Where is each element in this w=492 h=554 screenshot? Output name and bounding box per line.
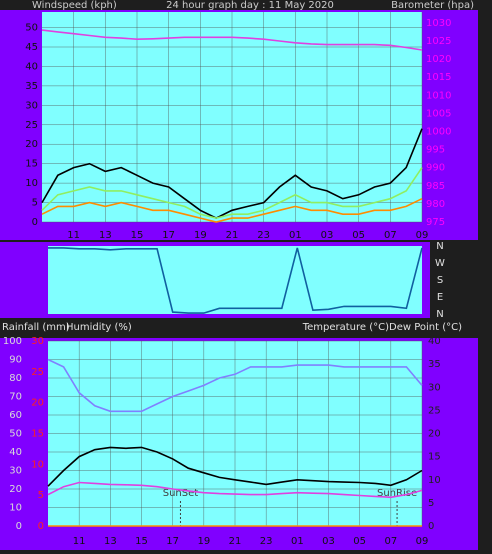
plot-area — [48, 246, 422, 314]
x-tick-label: 15 — [135, 536, 148, 547]
y2-tick-label: 990 — [426, 163, 445, 174]
x-tick-label: 23 — [260, 536, 273, 547]
y2-tick-label: 20 — [428, 429, 441, 440]
temperature-label: Temperature (°C)Dew Point (°C) — [302, 322, 462, 333]
y2-tick-label: 1010 — [426, 90, 451, 101]
y-tick-label: 20 — [25, 139, 38, 150]
y-tick-label: 30 — [25, 100, 38, 111]
y-tick-label: 10 — [9, 503, 22, 514]
x-tick-label: 01 — [291, 536, 304, 547]
x-tick-label: 07 — [384, 230, 397, 241]
x-tick-label: 17 — [162, 230, 175, 241]
x-tick-label: 05 — [352, 230, 365, 241]
x-tick-label: 19 — [194, 230, 207, 241]
y2-tick-label: 1005 — [426, 108, 451, 119]
y-tick-label: 80 — [9, 373, 22, 384]
y-tick-label: 35 — [25, 81, 38, 92]
x-tick-label: 05 — [353, 536, 366, 547]
x-tick-label: 03 — [321, 230, 334, 241]
y-tick-label: 25 — [25, 120, 38, 131]
y-tick-label: 5 — [32, 198, 38, 209]
y2-tick-label: 1030 — [426, 18, 451, 29]
y3-tick-label: 20 — [31, 398, 44, 409]
y3-tick-label: 15 — [31, 429, 44, 440]
y3-tick-label: 5 — [38, 490, 44, 501]
y-tick-label: 20 — [9, 484, 22, 495]
y-tick-label: 40 — [25, 61, 38, 72]
y-tick-label: N — [436, 241, 443, 252]
y2-tick-label: 40 — [428, 336, 441, 347]
y2-tick-label: 1025 — [426, 36, 451, 47]
y2-tick-label: 975 — [426, 217, 445, 228]
y-tick-label: 15 — [25, 159, 38, 170]
chart-title: 24 hour graph day : 11 May 2020 — [166, 0, 334, 11]
x-tick-label: 11 — [67, 230, 80, 241]
series-line — [48, 247, 423, 314]
series-line — [41, 128, 423, 219]
series-line — [47, 358, 423, 413]
y-tick-label: S — [437, 275, 443, 286]
x-tick-label: 09 — [416, 536, 429, 547]
y-tick-label: 10 — [25, 178, 38, 189]
y2-tick-label: 15 — [428, 452, 441, 463]
y2-tick-label: 1015 — [426, 72, 451, 83]
x-tick-label: 21 — [226, 230, 239, 241]
y2-tick-label: 35 — [428, 359, 441, 370]
annotation: SunSet — [163, 488, 199, 499]
y-tick-label: 70 — [9, 392, 22, 403]
y2-tick-label: 995 — [426, 145, 445, 156]
series-line — [47, 446, 423, 487]
y2-tick-label: 0 — [428, 521, 434, 532]
y-tick-label: N — [436, 309, 443, 320]
wind-label: Windspeed (kph) — [32, 0, 117, 11]
y2-tick-label: 985 — [426, 181, 445, 192]
y-tick-label: 60 — [9, 410, 22, 421]
y-tick-label: 30 — [9, 466, 22, 477]
x-tick-label: 13 — [99, 230, 112, 241]
y-tick-label: 50 — [25, 23, 38, 34]
x-tick-label: 19 — [197, 536, 210, 547]
y2-tick-label: 5 — [428, 498, 434, 509]
y2-tick-label: 25 — [428, 405, 441, 416]
y3-tick-label: 10 — [31, 459, 44, 470]
y-tick-label: 40 — [9, 447, 22, 458]
y-tick-label: 100 — [3, 336, 22, 347]
x-tick-label: 17 — [166, 536, 179, 547]
series-line — [41, 167, 423, 219]
annotation: SunRise — [377, 488, 417, 499]
y2-tick-label: 30 — [428, 382, 441, 393]
y3-tick-label: 0 — [38, 521, 44, 532]
x-tick-label: 21 — [229, 536, 242, 547]
x-tick-label: 07 — [384, 536, 397, 547]
x-tick-label: 01 — [289, 230, 302, 241]
x-tick-label: 03 — [322, 536, 335, 547]
x-tick-label: 09 — [416, 230, 429, 241]
y-tick-label: 45 — [25, 42, 38, 53]
y2-tick-label: 1000 — [426, 126, 451, 137]
y-tick-label: 90 — [9, 355, 22, 366]
y2-tick-label: 1020 — [426, 54, 451, 65]
y3-tick-label: 25 — [31, 367, 44, 378]
humidity-label: Humidity (%) — [66, 322, 132, 333]
x-tick-label: 23 — [257, 230, 270, 241]
rainfall-label: Rainfall (mm) — [2, 322, 70, 333]
y-tick-label: 0 — [16, 521, 22, 532]
y-tick-label: 50 — [9, 429, 22, 440]
y3-tick-label: 30 — [31, 336, 44, 347]
x-tick-label: 13 — [104, 536, 117, 547]
y-tick-label: E — [437, 292, 443, 303]
series-line — [41, 197, 423, 223]
series-line — [47, 481, 423, 499]
x-tick-label: 15 — [131, 230, 144, 241]
barometer-label: Barometer (hpa) — [391, 0, 474, 11]
series-line — [41, 29, 423, 51]
y2-tick-label: 10 — [428, 475, 441, 486]
y-tick-label: W — [435, 258, 445, 269]
y-tick-label: 0 — [32, 217, 38, 228]
y2-tick-label: 980 — [426, 199, 445, 210]
x-tick-label: 11 — [73, 536, 86, 547]
